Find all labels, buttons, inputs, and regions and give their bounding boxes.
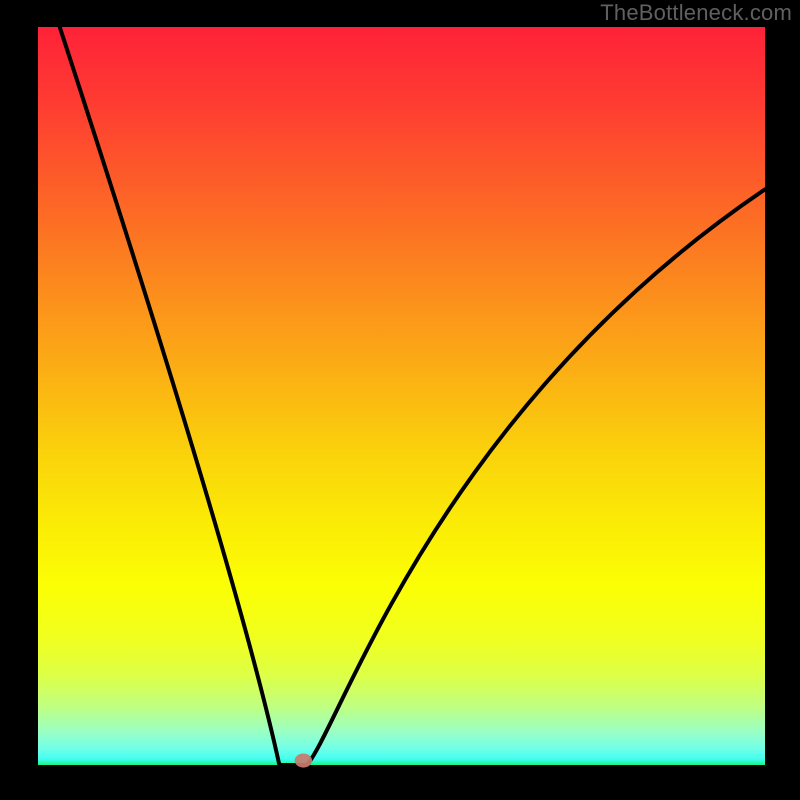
watermark-text: TheBottleneck.com <box>600 0 792 26</box>
optimal-point-marker <box>295 754 312 768</box>
bottleneck-chart <box>0 0 800 800</box>
plot-area <box>38 27 765 765</box>
chart-container: { "watermark": "TheBottleneck.com", "cha… <box>0 0 800 800</box>
